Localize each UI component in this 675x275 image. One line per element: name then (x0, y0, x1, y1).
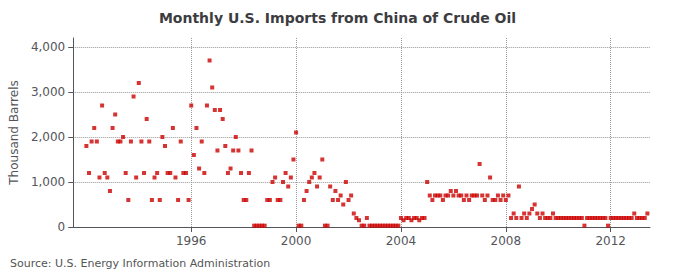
svg-text:Monthly U.S. Imports from Chin: Monthly U.S. Imports from China of Crude… (159, 10, 516, 26)
svg-text:0: 0 (58, 220, 66, 234)
svg-text:1996: 1996 (176, 234, 207, 248)
svg-text:2012: 2012 (595, 234, 626, 248)
svg-text:2008: 2008 (491, 234, 522, 248)
svg-text:2004: 2004 (386, 234, 417, 248)
svg-text:2,000: 2,000 (31, 130, 65, 144)
svg-text:Thousand Barrels: Thousand Barrels (7, 80, 21, 185)
svg-text:2000: 2000 (281, 234, 312, 248)
svg-text:1,000: 1,000 (31, 175, 65, 189)
svg-text:4,000: 4,000 (31, 40, 65, 54)
svg-text:3,000: 3,000 (31, 85, 65, 99)
svg-text:Source: U.S. Energy Informatio: Source: U.S. Energy Information Administ… (10, 257, 270, 270)
